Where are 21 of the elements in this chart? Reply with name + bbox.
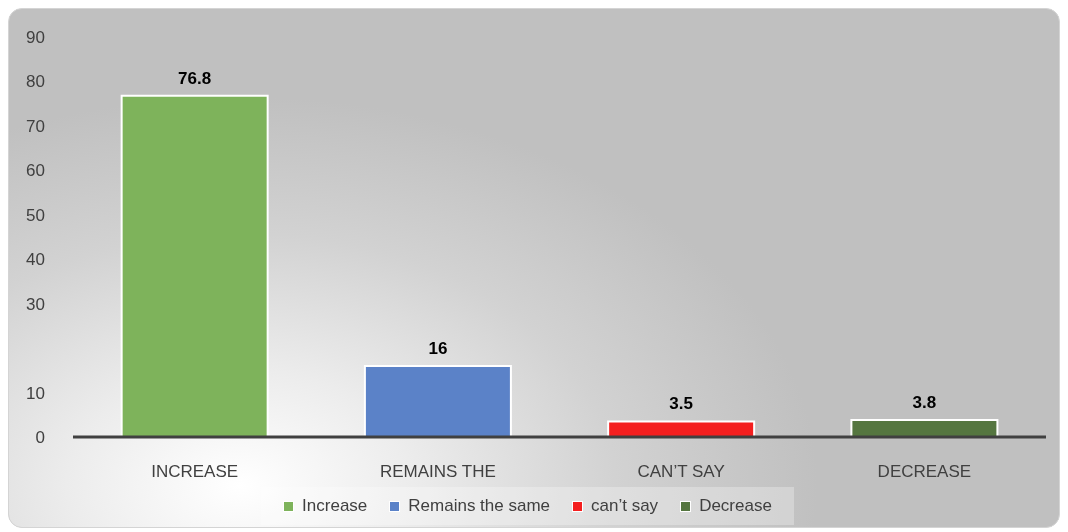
y-tick-label: 70 [26, 116, 45, 136]
legend-label: Remains the same [408, 496, 551, 516]
legend-label: Decrease [699, 496, 772, 516]
legend-label: Increase [302, 496, 368, 516]
data-label: 76.8 [178, 68, 212, 88]
x-tick-label: REMAINS THE [379, 462, 496, 482]
x-tick-label: DECREASE [877, 462, 972, 482]
data-label: 3.8 [912, 393, 937, 413]
y-tick-label: 50 [26, 205, 45, 225]
data-label: 16 [428, 338, 448, 358]
y-tick-label: 80 [26, 72, 45, 92]
data-label: 3.5 [669, 394, 693, 414]
x-tick-label: INCREASE [151, 462, 239, 482]
legend-label: can’t say [591, 496, 659, 516]
y-tick-label: 90 [26, 28, 45, 48]
y-tick-label: 40 [26, 250, 45, 270]
y-tick-label: 0 [35, 428, 45, 448]
x-tick-label: CAN’T SAY [637, 462, 725, 482]
y-tick-label: 10 [26, 383, 45, 403]
y-tick-label: 60 [26, 161, 45, 181]
y-tick-label: 30 [26, 294, 45, 314]
